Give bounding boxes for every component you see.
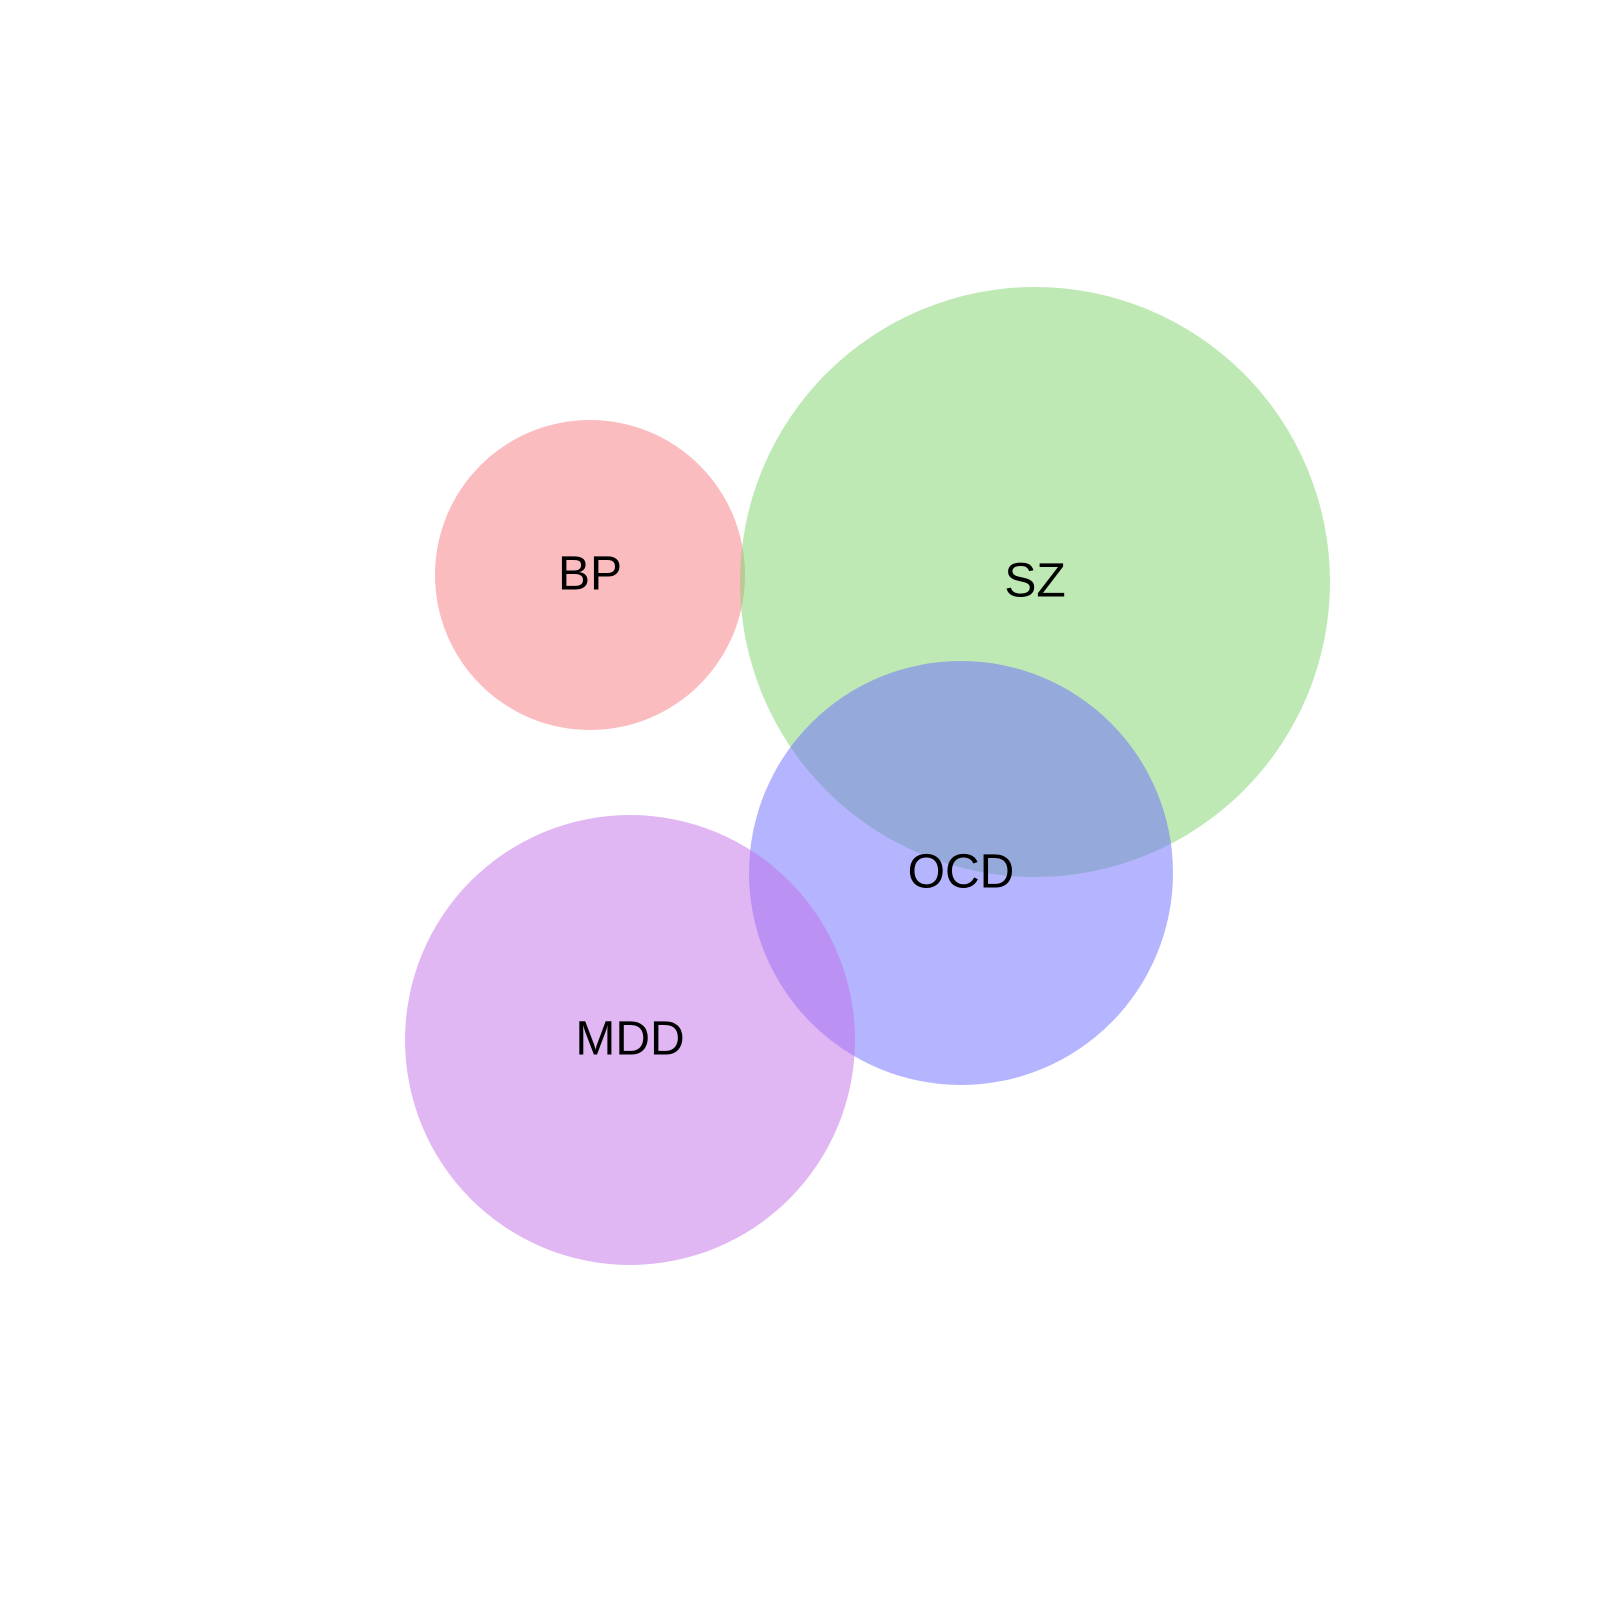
bp-circle: [435, 420, 745, 730]
mdd-circle: [405, 815, 855, 1265]
ocd-circle: [749, 661, 1173, 1085]
sz-label: SZ: [1004, 555, 1065, 608]
set-labels: BP SZ OCD MDD: [558, 548, 1066, 1066]
bp-label: BP: [558, 548, 622, 601]
set-circles: [405, 287, 1330, 1265]
ocd-label: OCD: [908, 846, 1015, 899]
mdd-label: MDD: [575, 1013, 684, 1066]
